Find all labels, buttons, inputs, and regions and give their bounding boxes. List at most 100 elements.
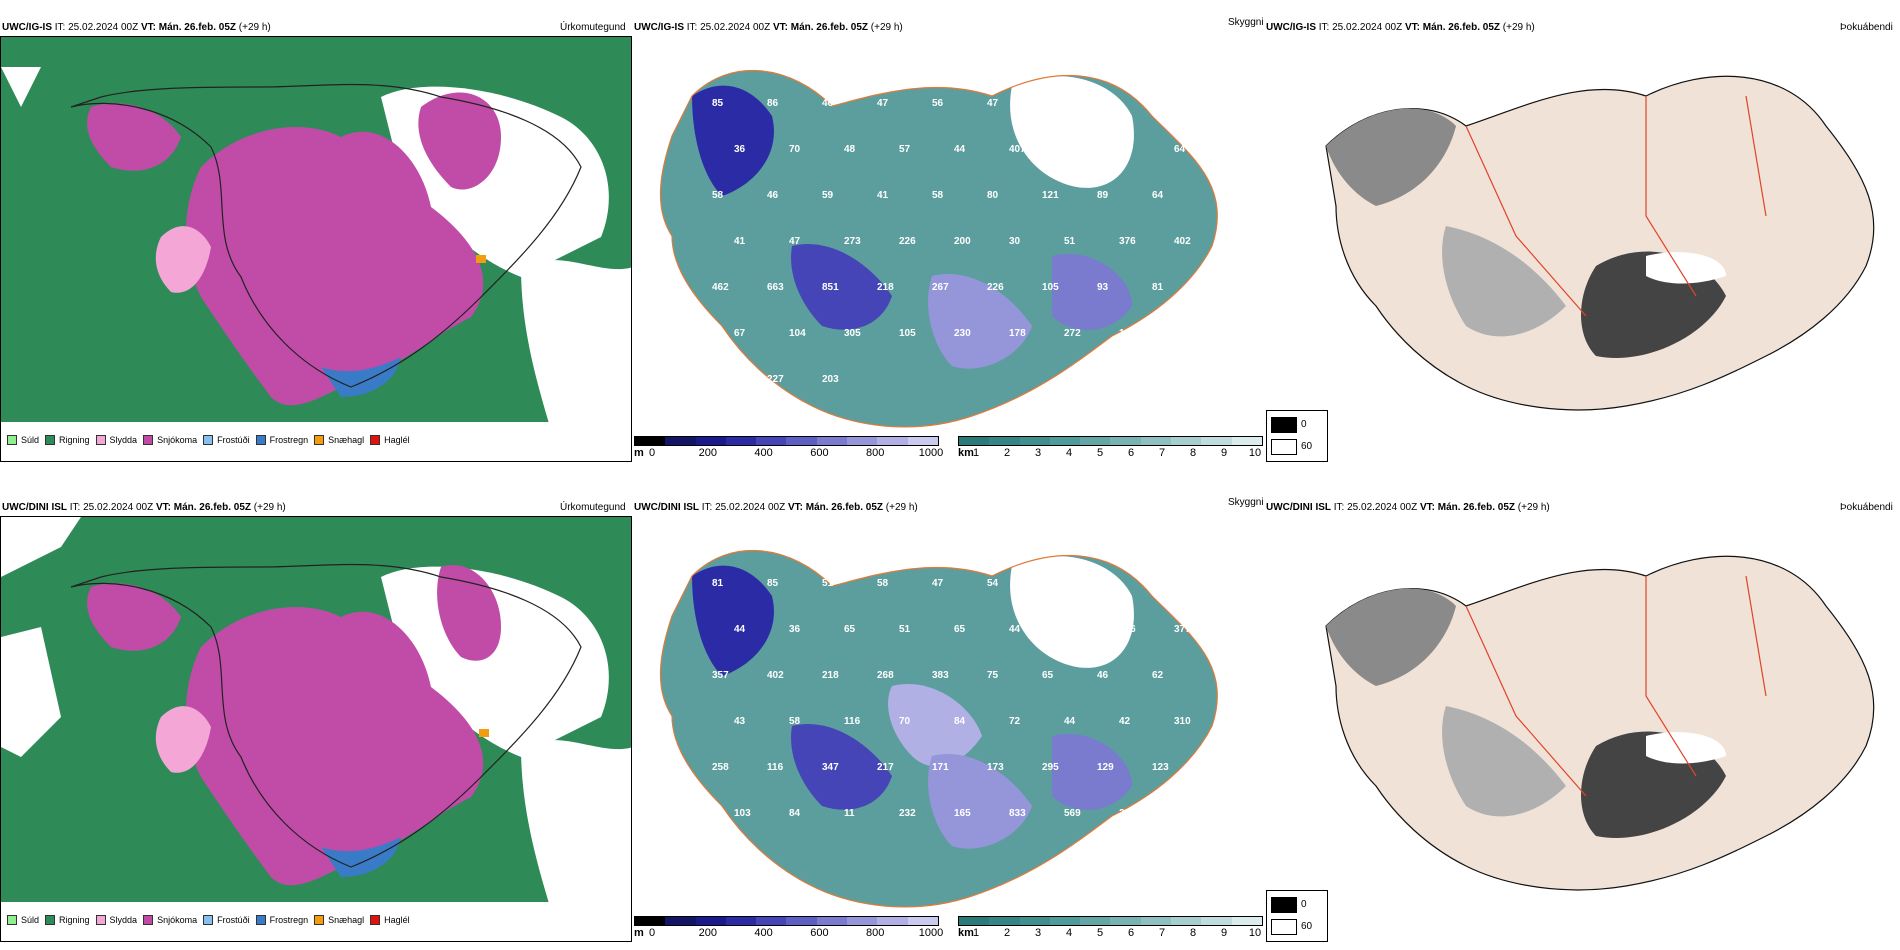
visibility-value-label: 246 <box>1119 624 1136 635</box>
colorbar-tick-label: 400 <box>754 447 773 459</box>
colorbar-segment <box>877 917 908 925</box>
colorbar-segment <box>635 437 666 445</box>
visibility-value-label: 203 <box>822 374 839 385</box>
visibility-value-label: 272 <box>1064 328 1081 339</box>
valid-time: VT: Mán. 26.feb. 05Z <box>1404 22 1500 33</box>
colorbar-segment <box>1201 437 1232 445</box>
colorbar-segment <box>725 917 757 925</box>
visibility-value-label: 62 <box>1152 670 1164 681</box>
visibility-value-label: 305 <box>844 328 861 339</box>
precip-legend: Súld Rigning Slydda Snjókoma Frostúði Fr… <box>7 915 410 925</box>
visibility-value-label: 129 <box>1097 762 1114 773</box>
colorbar-segment <box>695 917 726 925</box>
visibility-value-label: 47 <box>932 578 944 589</box>
colorbar-tick-label: 2 <box>1003 927 1011 939</box>
visibility-value-label: 44 <box>1009 624 1021 635</box>
visibility-value-label: 226 <box>987 282 1004 293</box>
model-name: UWC/DINI ISL <box>1266 502 1331 513</box>
colorbar-segment <box>786 437 817 445</box>
vis-panel-title: UWC/IG-IS IT: 25.02.2024 00Z VT: Mán. 26… <box>634 22 903 33</box>
colorbar-tick-label: 9 <box>1220 447 1228 459</box>
run-time: IT: 25.02.2024 00Z <box>1333 502 1418 513</box>
legend-swatch <box>143 435 154 445</box>
colorbar-tick-label: 9 <box>1220 927 1228 939</box>
legend-swatch <box>370 435 381 445</box>
colorbar-segment <box>816 917 848 925</box>
visibility-value-label: 402 <box>767 670 784 681</box>
precip-panel-type: Úrkomutegund <box>560 22 626 33</box>
colorbar-segment <box>1140 917 1172 925</box>
visibility-value-label: 81 <box>1152 282 1164 293</box>
colorbar-tick-label: 3 <box>1034 927 1042 939</box>
visibility-value-label: 58 <box>877 578 889 589</box>
vis-colorbar-km <box>958 916 1263 926</box>
visibility-value-label: 226 <box>899 236 916 247</box>
visibility-value-label: 310 <box>1174 716 1191 727</box>
visibility-value-label: 72 <box>1097 578 1109 589</box>
visibility-value-label: 84 <box>954 716 966 727</box>
visibility-value-label: 200 <box>954 236 971 247</box>
legend-swatch <box>95 435 106 445</box>
visibility-value-label: 357 <box>712 670 729 681</box>
visibility-value-label: 44 <box>954 144 966 155</box>
visibility-value-label: 121 <box>1042 190 1059 201</box>
legend-swatch <box>45 435 56 445</box>
run-time: IT: 25.02.2024 00Z <box>69 502 154 513</box>
visibility-value-label: 44 <box>1152 98 1164 109</box>
visibility-value-label: 57 <box>899 144 911 155</box>
precip-panel-title: UWC/IG-IS IT: 25.02.2024 00Z VT: Mán. 26… <box>2 22 271 33</box>
legend-item: Snæhagl <box>314 915 364 925</box>
colorbar-segment <box>1019 437 1050 445</box>
legend-swatch <box>45 915 56 925</box>
vis-colorbar-m-ticks: m 0 200 400 600 800 1000 <box>634 447 943 461</box>
visibility-value-label: 51 <box>899 624 911 635</box>
colorbar-segment <box>756 917 787 925</box>
legend-item: Snjókoma <box>143 915 197 925</box>
visibility-value-label: 407 <box>1009 144 1026 155</box>
colorbar-segment <box>1049 917 1081 925</box>
vis-colorbar-m <box>634 436 939 446</box>
visibility-value-label: 58 <box>932 190 944 201</box>
legend-swatch <box>314 915 325 925</box>
visibility-value-label: 41 <box>877 190 889 201</box>
visibility-value-label: 36 <box>734 144 746 155</box>
colorbar-tick-label: 5 <box>1096 927 1104 939</box>
lead-time: (+29 h) <box>253 502 286 513</box>
visibility-value-label: 173 <box>987 762 1004 773</box>
colorbar-segment <box>1140 437 1172 445</box>
precip-panel-title: UWC/DINI ISL IT: 25.02.2024 00Z VT: Mán.… <box>2 502 286 513</box>
legend-item: Rigning <box>45 435 90 445</box>
visibility-value-label: 268 <box>877 670 894 681</box>
visibility-value-label: 51 <box>822 578 834 589</box>
lead-time: (+29 h) <box>870 22 903 33</box>
visibility-value-label: 267 <box>932 282 949 293</box>
colorbar-tick-label: 8 <box>1189 927 1197 939</box>
fog-key-label: 60 <box>1301 441 1313 452</box>
colorbar-segment <box>725 437 757 445</box>
visibility-value-label: 46 <box>767 190 779 201</box>
visibility-value-label: 295 <box>1042 762 1059 773</box>
visibility-value-label: 44 <box>734 624 746 635</box>
visibility-value-label: 44 <box>1064 716 1076 727</box>
colorbar-segment <box>1110 437 1141 445</box>
colorbar-segment <box>1171 917 1202 925</box>
legend-item: Slydda <box>95 915 137 925</box>
visibility-value-label: 65 <box>954 624 966 635</box>
lead-time: (+29 h) <box>238 22 271 33</box>
precip-legend: Súld Rigning Slydda Snjókoma Frostúði Fr… <box>7 435 410 445</box>
fog-map-2 <box>1266 516 1896 911</box>
visibility-value-label: 84 <box>789 808 801 819</box>
visibility-value-label: 11 <box>844 808 855 819</box>
colorbar-tick-label: 600 <box>810 447 829 459</box>
visibility-value-label: 258 <box>712 762 729 773</box>
visibility-value-label: 50 <box>1152 578 1164 589</box>
vis-colorbar-km <box>958 436 1263 446</box>
colorbar-tick-label: 4 <box>1065 927 1073 939</box>
visibility-value-label: 54 <box>987 578 999 589</box>
visibility-value-label: 43 <box>734 716 746 727</box>
colorbar-segment <box>1201 917 1232 925</box>
model-name: UWC/DINI ISL <box>2 502 67 513</box>
legend-item: Súld <box>7 915 39 925</box>
colorbar-tick-label: 10 <box>1248 927 1262 939</box>
